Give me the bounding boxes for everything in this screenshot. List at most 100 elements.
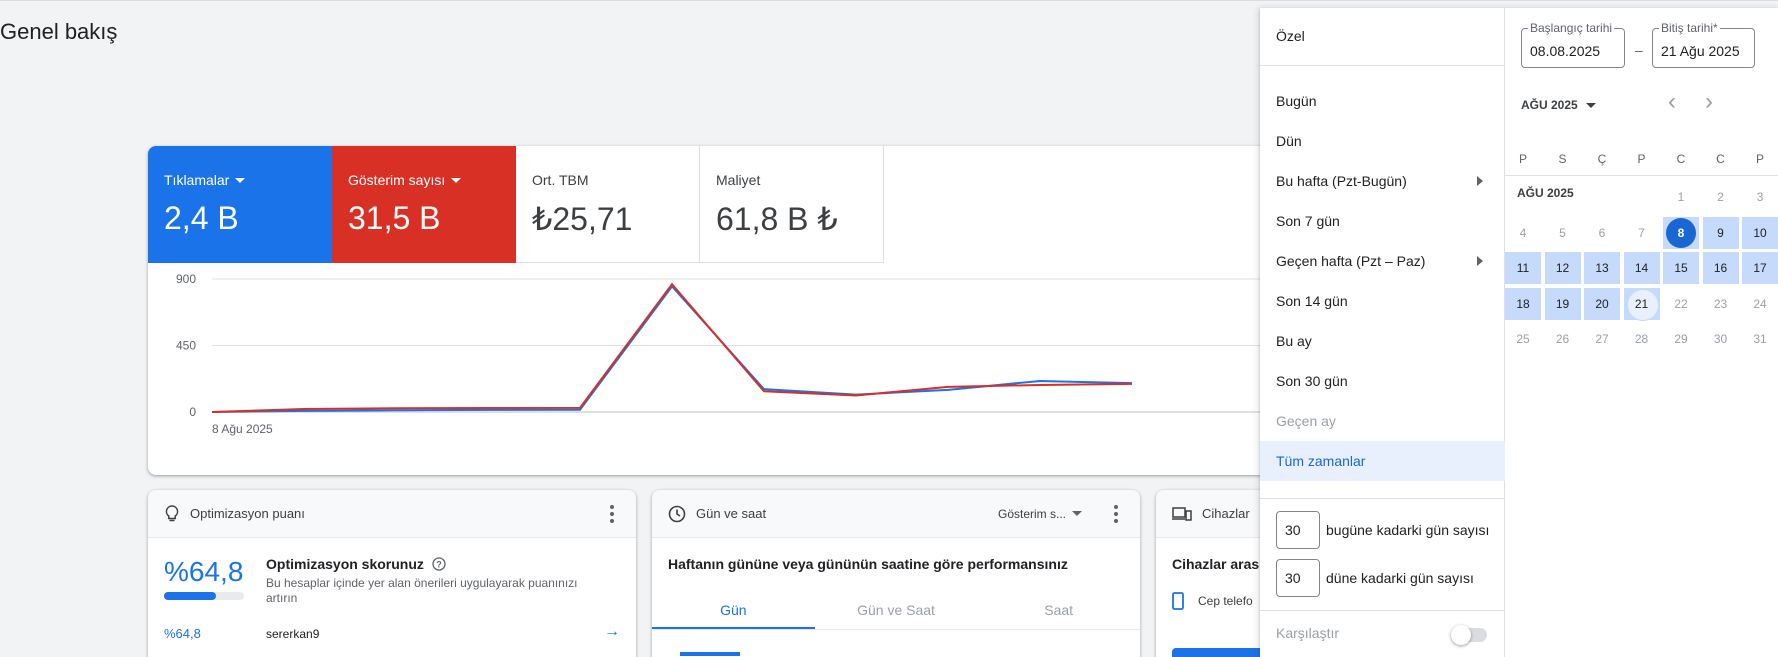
calendar-month-label: AĞU 2025: [1517, 186, 1574, 200]
end-date-label: Bitiş tarihi*: [1659, 21, 1720, 35]
more-vert-icon[interactable]: [604, 504, 620, 523]
calendar-day[interactable]: 15: [1663, 252, 1699, 284]
schedule-icon: [668, 505, 686, 522]
calendar-day[interactable]: 24: [1753, 296, 1767, 311]
optimization-score: %64,8: [164, 556, 244, 587]
weekday-label: P: [1755, 152, 1764, 166]
calendar-day[interactable]: 18: [1505, 287, 1541, 320]
day-time-tabs: Gün Gün ve Saat Saat: [652, 596, 1140, 630]
preset-list: Özel Bugün Dün Bu hafta (Pzt-Bugün) Son …: [1260, 8, 1505, 657]
optimization-card: Optimizasyon puanı %64,8 Optimizasyon sk…: [148, 490, 636, 657]
optimization-description: Bu hesaplar içinde yer alan önerileri uy…: [266, 576, 578, 605]
calendar-day[interactable]: 25: [1516, 332, 1530, 346]
card-header-title: Cihazlar: [1202, 506, 1250, 521]
preset-this-week[interactable]: Bu hafta (Pzt-Bugün): [1260, 161, 1505, 201]
month-select[interactable]: AĞU 2025: [1521, 98, 1596, 112]
days-to-yesterday-input[interactable]: [1276, 559, 1320, 597]
preset-custom[interactable]: Özel: [1260, 16, 1505, 56]
days-to-yesterday-row: düne kadarki gün sayısı: [1276, 559, 1474, 597]
calendar-day[interactable]: 19: [1544, 287, 1581, 320]
calendar-day[interactable]: 12: [1544, 252, 1581, 284]
calendar-day[interactable]: 20: [1584, 287, 1620, 320]
metric-impressions[interactable]: Gösterim sayısı 31,5 B: [332, 146, 516, 263]
chevron-left-icon[interactable]: ‹: [1668, 88, 1676, 115]
calendar-day[interactable]: 14: [1623, 252, 1660, 284]
date-range-dash: –: [1635, 42, 1643, 58]
weekday-label: P: [1637, 152, 1646, 166]
preset-label: Son 30 gün: [1276, 373, 1348, 389]
days-to-today-row: bugüne kadarki gün sayısı: [1276, 511, 1489, 549]
calendar-day[interactable]: 26: [1555, 332, 1570, 346]
calendar-day[interactable]: 21: [1623, 287, 1660, 321]
preset-this-month[interactable]: Bu ay: [1260, 321, 1505, 361]
metric-label: Gösterim sayısı: [348, 172, 446, 188]
chart-bar-preview: [680, 652, 740, 656]
end-date-field[interactable]: Bitiş tarihi* 21 Ağu 2025: [1652, 21, 1755, 68]
weekday-label: C: [1716, 152, 1725, 166]
y-tick-label: 450: [176, 339, 196, 353]
compare-label: Karşılaştır: [1276, 625, 1340, 641]
days-to-today-label: bugüne kadarki gün sayısı: [1326, 522, 1490, 538]
calendar-day[interactable]: 30: [1713, 332, 1728, 346]
calendar-day[interactable]: 11: [1505, 252, 1541, 284]
calendar-day[interactable]: 5: [1559, 225, 1566, 240]
preset-label: Bu hafta (Pzt-Bugün): [1276, 173, 1407, 189]
calendar-day[interactable]: 2: [1717, 190, 1724, 204]
tab-day-and-hour[interactable]: Gün ve Saat: [857, 602, 935, 618]
caret-down-icon: [451, 177, 462, 183]
preset-yesterday[interactable]: Dün: [1260, 121, 1505, 161]
metric-value: ₺25,71: [532, 201, 633, 237]
calendar-day[interactable]: 16: [1702, 252, 1739, 284]
calendar-day[interactable]: 28: [1634, 332, 1649, 346]
calendar-day[interactable]: 13: [1584, 252, 1620, 284]
weekday-label: Ç: [1597, 152, 1607, 166]
svg-text:?: ?: [436, 560, 442, 570]
calendar-day[interactable]: 10: [1742, 216, 1778, 249]
calendar-day[interactable]: 6: [1598, 225, 1606, 240]
calendar-day[interactable]: 23: [1713, 296, 1728, 311]
calendar-day[interactable]: 3: [1756, 190, 1764, 204]
days-to-today-input[interactable]: [1276, 511, 1320, 549]
arrow-right-icon[interactable]: →: [604, 623, 620, 640]
help-icon[interactable]: ?: [432, 557, 446, 571]
tab-hour[interactable]: Saat: [1044, 602, 1074, 618]
preset-all-time[interactable]: Tüm zamanlar: [1260, 441, 1505, 481]
calendar-day[interactable]: 17: [1742, 252, 1778, 284]
metric-label: Maliyet: [716, 172, 761, 188]
metric-dropdown[interactable]: Gösterim s...: [998, 507, 1082, 521]
optimization-title: Optimizasyon skorunuz ?: [266, 556, 446, 572]
calendar-day[interactable]: 27: [1595, 332, 1609, 346]
smartphone-icon: [1172, 592, 1184, 610]
preset-last-30-days[interactable]: Son 30 gün: [1260, 361, 1505, 401]
more-vert-icon[interactable]: [1108, 504, 1124, 523]
preset-label: Son 14 gün: [1276, 293, 1348, 309]
preset-label: Özel: [1276, 28, 1305, 44]
preset-today[interactable]: Bugün: [1260, 81, 1505, 121]
preset-last-7-days[interactable]: Son 7 gün: [1260, 201, 1505, 241]
chevron-right-icon[interactable]: ›: [1705, 88, 1713, 115]
calendar-day[interactable]: 9: [1702, 216, 1739, 249]
device-name: Cep telefo: [1198, 594, 1253, 608]
preset-last-month: Geçen ay: [1260, 401, 1505, 441]
calendar-day[interactable]: 29: [1674, 332, 1688, 346]
start-date-field[interactable]: Başlangıç tarihi 08.08.2025: [1521, 21, 1625, 68]
optimization-title-text: Optimizasyon skorunuz: [266, 556, 424, 572]
tab-day[interactable]: Gün: [652, 596, 815, 629]
metric-cost[interactable]: Maliyet 61,8 B ₺: [700, 146, 884, 263]
caret-down-icon: [1072, 511, 1082, 516]
calendar-day[interactable]: 4: [1519, 225, 1527, 240]
preset-last-14-days[interactable]: Son 14 gün: [1260, 281, 1505, 321]
calendar-day[interactable]: 22: [1674, 296, 1688, 311]
calendar-day[interactable]: 31: [1753, 332, 1767, 346]
calendar-day[interactable]: 1: [1677, 190, 1685, 204]
chevron-right-icon: [1477, 256, 1483, 266]
compare-toggle[interactable]: [1451, 625, 1487, 645]
metric-clicks[interactable]: Tıklamalar 2,4 B: [148, 146, 332, 263]
calendar-day[interactable]: 8: [1663, 216, 1699, 249]
x-tick-label: 8 Ağu 2025: [212, 422, 273, 436]
preset-last-week[interactable]: Geçen hafta (Pzt – Paz): [1260, 241, 1505, 281]
calendar-day[interactable]: 7: [1638, 225, 1645, 240]
preset-label: Son 7 gün: [1276, 213, 1340, 229]
metric-avg-cpc[interactable]: Ort. TBM ₺25,71: [516, 146, 700, 263]
card-header-title: Gün ve saat: [696, 506, 767, 521]
